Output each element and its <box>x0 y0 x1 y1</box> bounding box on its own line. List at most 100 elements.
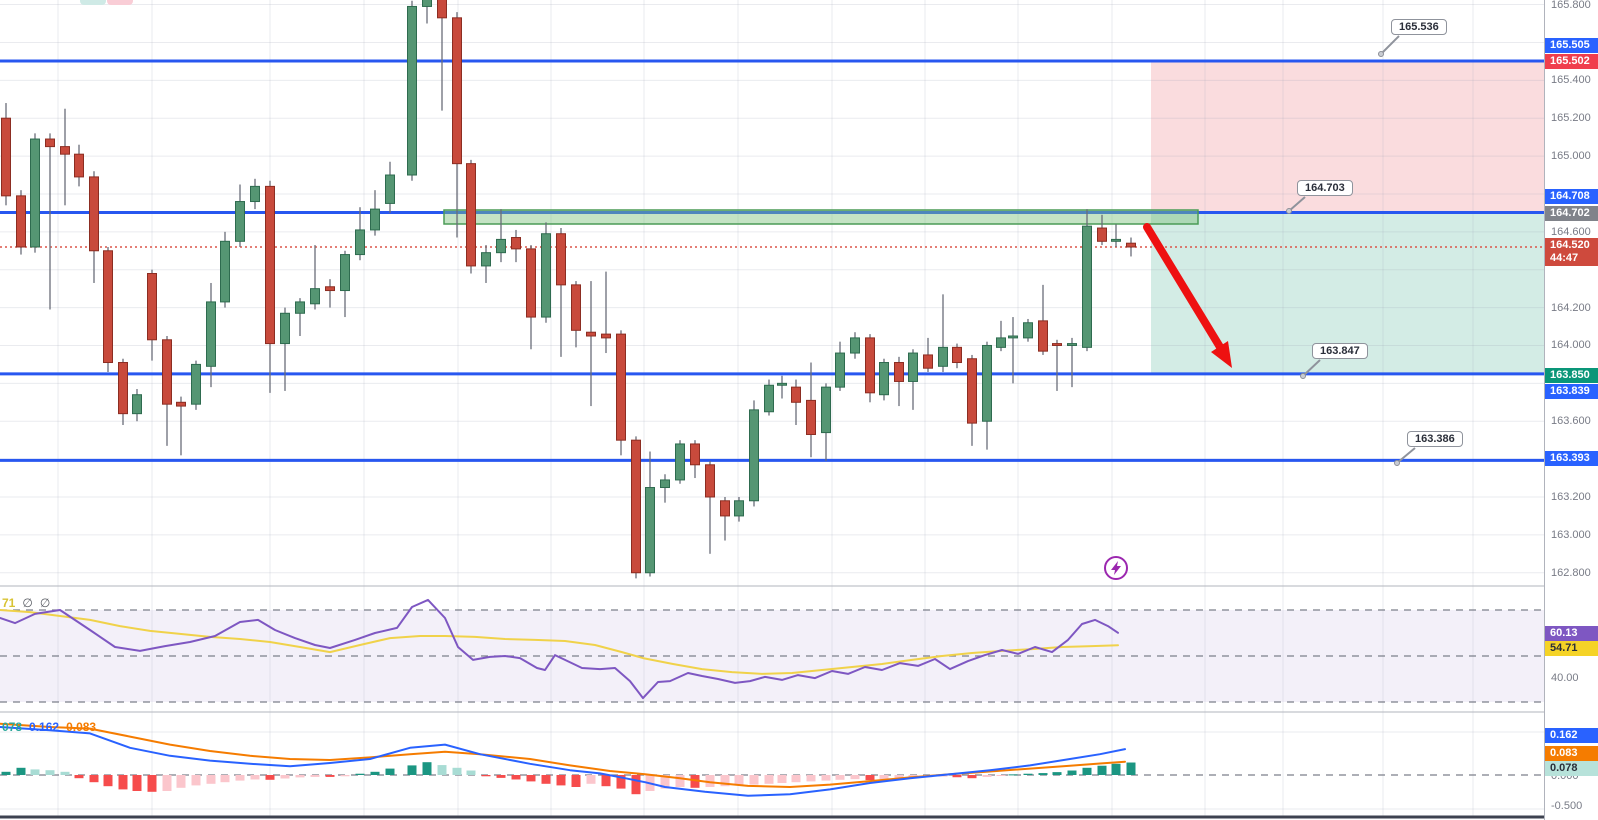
candle-up <box>370 208 380 231</box>
macd-histogram-bar <box>806 775 816 782</box>
macd-histogram-bar <box>310 775 320 777</box>
price-axis-label: 163.600 <box>1551 415 1591 427</box>
macd-histogram-bar <box>865 775 875 781</box>
macd-histogram-bar <box>1 771 11 775</box>
candle-up <box>206 301 216 367</box>
candle-down <box>162 339 172 405</box>
candle-down <box>452 17 462 165</box>
macd-histogram-bar <box>265 775 275 780</box>
candle-up <box>850 337 860 354</box>
macd-histogram-bar <box>541 775 551 784</box>
candle-up <box>734 500 744 517</box>
candle-up <box>1067 343 1077 346</box>
macd-histogram-bar <box>147 775 157 792</box>
rsi-status-line[interactable]: 71 ∅ ∅ <box>2 596 50 610</box>
main-chart-canvas[interactable] <box>0 0 1544 820</box>
macd-histogram-bar <box>220 775 230 783</box>
candle-up <box>675 443 685 481</box>
empty-set-icon: ∅ <box>22 596 33 610</box>
macd-histogram-bar <box>452 767 462 775</box>
macd-histogram-bar <box>879 775 889 780</box>
callout-anchor-dot <box>1378 51 1384 57</box>
macd-hist-value: 078 <box>2 720 23 734</box>
candle-up <box>749 409 759 502</box>
candle-down <box>325 286 335 292</box>
macd-histogram-bar <box>235 775 245 781</box>
candle-up <box>385 174 395 204</box>
candle-down <box>89 176 99 252</box>
price-axis-badge: 54.71 <box>1545 640 1598 656</box>
price-axis-label: 165.400 <box>1551 74 1591 86</box>
price-callout[interactable]: 165.536 <box>1391 19 1447 35</box>
candle-up <box>1008 335 1018 339</box>
macd-histogram-bar <box>705 775 715 787</box>
price-callout[interactable]: 163.847 <box>1312 343 1368 359</box>
macd-histogram-bar <box>30 769 40 775</box>
macd-histogram-bar <box>556 775 566 786</box>
macd-histogram-bar <box>295 775 305 778</box>
empty-set-icon: ∅ <box>39 596 51 610</box>
candle-down <box>466 163 476 267</box>
candle-up <box>310 288 320 305</box>
price-axis-badge: 0.083 <box>1545 745 1598 761</box>
candle-up <box>250 185 260 203</box>
price-axis-label: 164.000 <box>1551 339 1591 351</box>
macd-histogram-bar <box>835 775 845 780</box>
price-callout[interactable]: 164.703 <box>1297 180 1353 196</box>
price-axis-badge: 60.13 <box>1545 625 1598 641</box>
trend-arrow[interactable] <box>1143 223 1224 351</box>
price-callout[interactable]: 163.386 <box>1407 431 1463 447</box>
macd-histogram-bar <box>74 775 84 779</box>
candle-down <box>1126 242 1136 248</box>
macd-histogram-bar <box>162 775 172 791</box>
candle-up <box>982 344 992 422</box>
macd-histogram-bar <box>325 775 335 777</box>
candle-down <box>865 337 875 394</box>
macd-histogram-bar <box>777 775 787 783</box>
candle-down <box>791 386 801 403</box>
candle-up <box>1111 238 1121 242</box>
candle-down <box>1097 227 1107 242</box>
macd-signal-value: 0.083 <box>66 720 97 734</box>
cutoff-button-fragment <box>107 0 133 5</box>
countdown-timer: 44:47 <box>1550 252 1579 264</box>
candle-up <box>340 254 350 292</box>
candle-down <box>923 354 933 369</box>
candle-up <box>191 363 201 405</box>
lightning-bolt-glyph <box>1111 561 1121 575</box>
macd-histogram-bar <box>340 775 350 777</box>
candle-up <box>764 384 774 413</box>
macd-histogram-bar <box>355 773 365 775</box>
macd-histogram-bar <box>206 775 216 784</box>
macd-histogram-bar <box>89 775 99 783</box>
price-axis-badge: 164.520 44:47 <box>1545 238 1598 266</box>
price-axis-label: 164.600 <box>1551 226 1591 238</box>
candle-up <box>295 301 305 314</box>
macd-histogram-bar <box>1038 773 1048 775</box>
macd-histogram-bar <box>749 775 759 785</box>
candle-down <box>118 362 128 415</box>
candle-down <box>571 284 581 331</box>
candle-down <box>586 331 596 337</box>
price-axis[interactable]: 165.800 165.400 165.200 165.000 164.600 164.2… <box>1544 0 1598 820</box>
cutoff-button-fragment <box>80 0 106 5</box>
macd-histogram-bar <box>370 771 380 775</box>
candle-up <box>496 238 506 254</box>
macd-histogram-bar <box>1067 770 1077 775</box>
candle-down <box>103 250 113 364</box>
supply-zone-band[interactable] <box>443 209 1199 225</box>
trend-arrow-head[interactable] <box>1211 341 1232 368</box>
macd-histogram-bar <box>967 775 977 779</box>
candle-up <box>220 240 230 303</box>
macd-status-line[interactable]: 078 0.162 0.083 <box>2 720 96 734</box>
price-axis-label: 165.800 <box>1551 0 1591 11</box>
candle-down <box>894 362 904 382</box>
macd-histogram-bar <box>385 768 395 775</box>
callout-tail <box>1380 35 1400 55</box>
macd-histogram-bar <box>996 775 1006 776</box>
price-axis-badge: 163.839 <box>1545 383 1598 399</box>
candle-up <box>1023 322 1033 339</box>
price-axis-badge: 163.393 <box>1545 450 1598 466</box>
candle-down <box>60 146 70 155</box>
candle-down <box>16 195 26 248</box>
